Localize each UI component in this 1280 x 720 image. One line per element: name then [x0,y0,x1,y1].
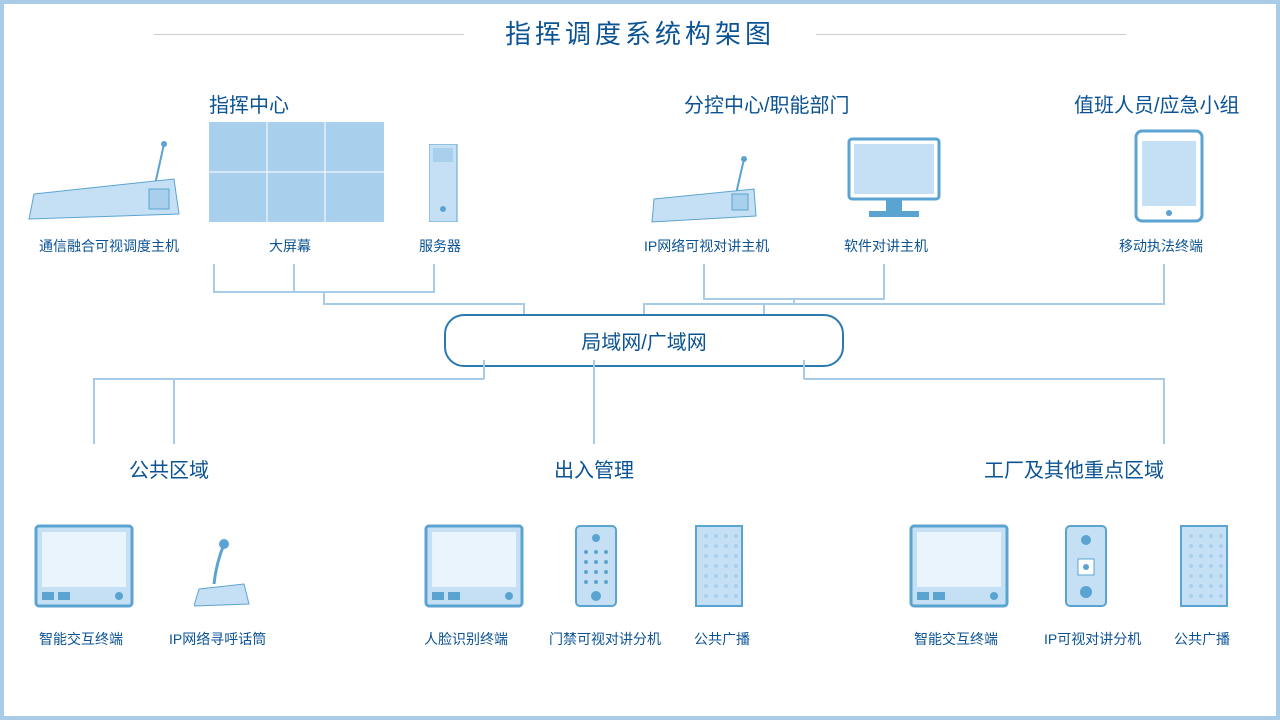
network-box: 局域网/广域网 [444,314,844,367]
title-rule-left [154,34,464,35]
label-face-terminal: 人脸识别终端 [424,629,508,649]
section-access: 出入管理 [554,454,634,483]
label-interactive-terminal-2: 智能交互终端 [914,629,998,649]
section-factory: 工厂及其他重点区域 [984,454,1164,483]
dispatch-console-icon [24,134,184,224]
server-icon [429,144,459,222]
label-ip-intercom-host: IP网络可视对讲主机 [644,236,769,256]
section-command-center: 指挥中心 [209,89,289,118]
ip-intercom-host-icon [644,154,764,224]
label-ip-intercom-sub: IP可视对讲分机 [1044,629,1141,649]
section-public-area: 公共区域 [129,454,209,483]
label-speaker-2: 公共广播 [1174,629,1230,649]
face-terminal-icon [424,524,524,609]
tablet-icon [1134,129,1204,224]
interactive-terminal-2-icon [909,524,1009,609]
title-rule-right [816,34,1126,35]
interactive-terminal-icon [34,524,134,609]
diagram-title: 指挥调度系统构架图 [4,14,1276,51]
label-interactive-terminal: 智能交互终端 [39,629,123,649]
door-intercom-icon [574,524,619,609]
paging-mic-icon [194,534,254,609]
speaker-2-icon [1179,524,1229,609]
label-dispatch-console: 通信融合可视调度主机 [39,236,179,256]
section-duty: 值班人员/应急小组 [1074,89,1240,118]
label-paging-mic: IP网络寻呼话筒 [169,629,266,649]
speaker-icon [694,524,744,609]
section-subcontrol: 分控中心/职能部门 [684,89,850,118]
label-speaker: 公共广播 [694,629,750,649]
video-wall-icon [209,122,384,222]
ip-intercom-sub-icon [1064,524,1109,609]
label-mobile-terminal: 移动执法终端 [1119,236,1203,256]
monitor-icon [844,134,944,224]
label-server: 服务器 [419,236,461,256]
label-software-intercom: 软件对讲主机 [844,236,928,256]
label-door-intercom: 门禁可视对讲分机 [549,629,661,649]
label-video-wall: 大屏幕 [269,236,311,256]
